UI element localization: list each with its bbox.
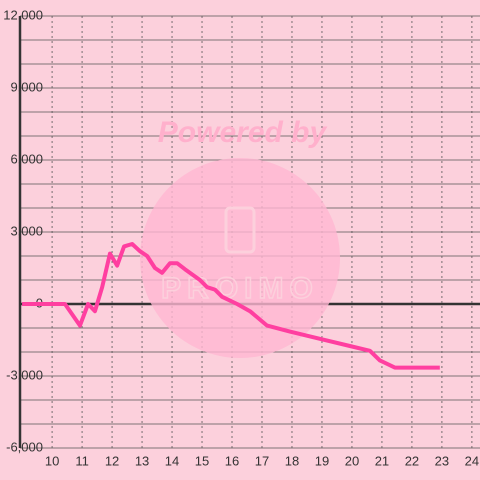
line bbox=[22, 242, 440, 370]
y-tick-label: -3,000 bbox=[6, 367, 43, 382]
x-tick-label: 12 bbox=[105, 453, 119, 468]
x-tick-label: 17 bbox=[255, 453, 269, 468]
x-tick-label: 20 bbox=[345, 453, 359, 468]
x-tick-label: 23 bbox=[435, 453, 449, 468]
x-tick-label: 16 bbox=[225, 453, 239, 468]
y-tick-label: 12,000 bbox=[3, 7, 43, 22]
watermark-top: Powered by bbox=[158, 116, 328, 149]
x-tick-label: 13 bbox=[135, 453, 149, 468]
watermark-circle bbox=[140, 158, 340, 358]
watermark-icon bbox=[224, 206, 256, 254]
y-tick-label: 9,000 bbox=[10, 79, 43, 94]
x-tick-label: 14 bbox=[165, 453, 179, 468]
x-tick-label: 18 bbox=[285, 453, 299, 468]
y-tick-label: 3,000 bbox=[10, 223, 43, 238]
x-tick-label: 24 bbox=[465, 453, 479, 468]
x-tick-label: 21 bbox=[375, 453, 389, 468]
x-tick-label: 10 bbox=[45, 453, 59, 468]
x-tick-label: 11 bbox=[75, 453, 89, 468]
watermark-bottom: PROIMO bbox=[161, 272, 319, 305]
x-tick-label: 22 bbox=[405, 453, 419, 468]
x-tick-label: 19 bbox=[315, 453, 329, 468]
y-tick-label: -6,000 bbox=[6, 439, 43, 454]
x-tick-label: 15 bbox=[195, 453, 209, 468]
y-tick-label: 6,000 bbox=[10, 151, 43, 166]
